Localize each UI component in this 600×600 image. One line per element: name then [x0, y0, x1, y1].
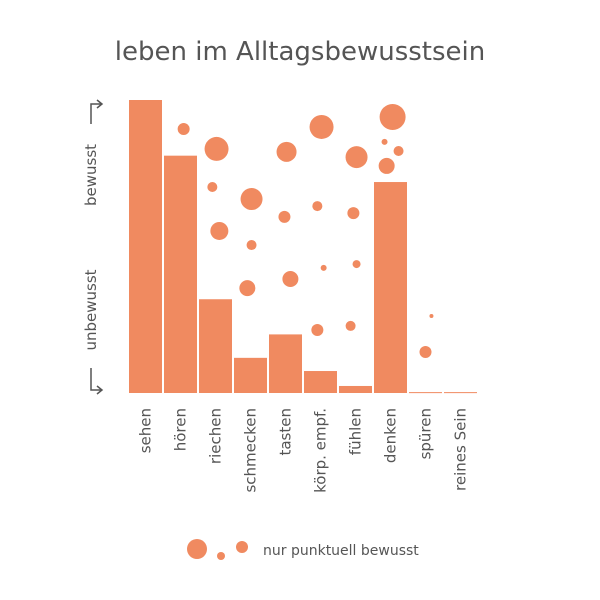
- legend-bubble: [236, 541, 248, 553]
- bar: [304, 371, 337, 393]
- bubble: [429, 313, 434, 318]
- x-tick-label: reines Sein: [452, 408, 470, 491]
- bubble: [393, 145, 404, 156]
- legend-bubble: [187, 539, 207, 559]
- bar: [374, 182, 407, 393]
- bubble: [240, 188, 263, 211]
- bubble: [345, 320, 356, 331]
- bubble: [309, 114, 334, 139]
- bubble: [207, 182, 218, 193]
- x-tick-label: hören: [172, 408, 190, 451]
- x-tick-label: körp. empf.: [312, 408, 330, 493]
- bubble: [352, 260, 361, 269]
- y-label-low: unbewusst: [82, 269, 100, 350]
- chart-title: leben im Alltagsbewusstsein: [115, 37, 485, 67]
- bar: [339, 385, 372, 393]
- bubble: [419, 345, 432, 358]
- legend-bubble: [217, 552, 225, 560]
- y-label-high: bewusst: [82, 144, 100, 206]
- bubble: [320, 264, 327, 271]
- arrow-up: [90, 99, 104, 124]
- x-tick-label: spüren: [417, 408, 435, 459]
- bubble: [204, 136, 229, 161]
- bubble: [311, 324, 324, 337]
- bubble: [378, 157, 395, 174]
- bubble: [177, 123, 190, 136]
- bubble: [347, 207, 360, 220]
- bubble: [246, 240, 257, 251]
- legend-label: nur punktuell bewusst: [263, 543, 419, 559]
- bar: [129, 100, 162, 393]
- bubble: [210, 221, 229, 240]
- bar: [444, 392, 477, 394]
- bar: [234, 357, 267, 393]
- x-tick-label: denken: [382, 408, 400, 463]
- bar: [409, 392, 442, 394]
- bar: [269, 334, 302, 393]
- bar: [164, 155, 197, 393]
- x-tick-label: sehen: [137, 408, 155, 453]
- x-tick-label: fühlen: [347, 408, 365, 455]
- x-tick-label: tasten: [277, 408, 295, 456]
- bubble: [278, 210, 291, 223]
- x-tick-label: riechen: [207, 408, 225, 464]
- bubble: [381, 138, 388, 145]
- x-tick-label: schmecken: [242, 408, 260, 493]
- bubble: [282, 271, 299, 288]
- bar: [199, 299, 232, 393]
- bubble: [379, 103, 406, 130]
- bubble: [312, 201, 323, 212]
- bubble: [345, 146, 368, 169]
- arrow-down: [90, 368, 104, 395]
- bubble: [239, 280, 256, 297]
- bubble: [276, 141, 297, 162]
